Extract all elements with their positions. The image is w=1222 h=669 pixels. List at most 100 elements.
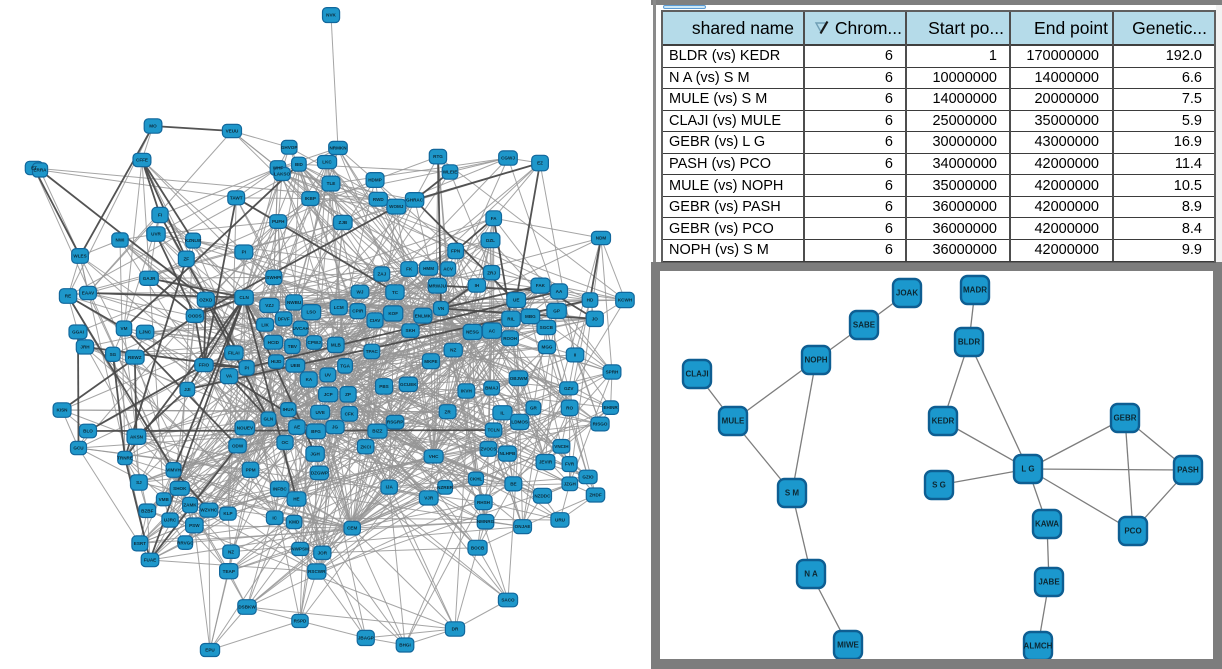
svg-text:ALMCH: ALMCH xyxy=(1024,642,1053,651)
svg-text:JOR: JOR xyxy=(318,550,328,555)
svg-text:II: II xyxy=(574,353,577,358)
svg-text:AKSN: AKSN xyxy=(130,434,144,439)
svg-text:AC: AC xyxy=(489,328,496,333)
svg-text:NZRER: NZRER xyxy=(437,485,454,490)
svg-text:UVE: UVE xyxy=(315,410,324,415)
svg-text:CPWJ: CPWJ xyxy=(308,340,322,345)
svg-text:VIMVH: VIMVH xyxy=(166,468,181,473)
svg-text:BOCB: BOCB xyxy=(471,545,485,550)
svg-text:GAJR: GAJR xyxy=(143,276,156,281)
svg-text:UEB: UEB xyxy=(290,363,300,368)
svg-text:PPM: PPM xyxy=(246,467,256,472)
svg-text:EZ: EZ xyxy=(537,161,543,166)
svg-text:TCLN: TCLN xyxy=(487,428,500,433)
svg-text:MKPE: MKPE xyxy=(424,359,437,364)
svg-text:ACV: ACV xyxy=(443,267,454,272)
svg-text:GGAI: GGAI xyxy=(72,330,84,335)
svg-text:NWPSM: NWPSM xyxy=(291,547,309,552)
svg-text:CPIR: CPIR xyxy=(352,309,364,314)
svg-text:FPN: FPN xyxy=(451,249,461,254)
svg-text:WLEIE: WLEIE xyxy=(443,170,458,175)
svg-text:ZHDF: ZHDF xyxy=(589,493,601,498)
svg-text:N A: N A xyxy=(804,570,818,579)
svg-text:TEAP: TEAP xyxy=(223,569,235,574)
svg-text:CIAV: CIAV xyxy=(370,318,382,323)
svg-text:IJA: IJA xyxy=(386,485,394,490)
svg-text:NWBU: NWBU xyxy=(287,300,302,305)
svg-text:BIZZ: BIZZ xyxy=(372,429,382,434)
svg-text:FAK: FAK xyxy=(536,283,546,288)
svg-text:NDM: NDM xyxy=(596,236,607,241)
svg-text:S M: S M xyxy=(785,489,800,498)
svg-text:IL: IL xyxy=(500,410,504,415)
svg-text:BID: BID xyxy=(295,162,304,167)
svg-text:ZRJ: ZRJ xyxy=(487,270,496,275)
svg-text:ZAMK: ZAMK xyxy=(183,503,197,508)
svg-text:PSW: PSW xyxy=(189,523,200,528)
svg-text:FA: FA xyxy=(491,216,498,221)
svg-text:TC: TC xyxy=(392,290,399,295)
svg-text:REWZ: REWZ xyxy=(128,355,142,360)
svg-text:SKH: SKH xyxy=(406,328,416,333)
svg-text:TBV: TBV xyxy=(288,344,298,349)
svg-text:GCUEK: GCUEK xyxy=(400,382,417,387)
svg-text:OODS: OODS xyxy=(188,313,202,318)
svg-text:HE: HE xyxy=(293,497,299,502)
svg-text:JG: JG xyxy=(332,425,339,430)
svg-text:TGA: TGA xyxy=(340,363,350,368)
svg-text:CEM: CEM xyxy=(347,526,357,531)
svg-text:UE: UE xyxy=(513,298,519,303)
svg-text:ZR: ZR xyxy=(445,409,452,414)
svg-text:FFIO: FFIO xyxy=(199,363,210,368)
svg-text:SACO: SACO xyxy=(501,598,515,603)
svg-text:UVCAH: UVCAH xyxy=(293,326,310,331)
svg-text:TAWT: TAWT xyxy=(230,195,243,200)
svg-text:NVK: NVK xyxy=(326,13,336,18)
svg-text:LCM: LCM xyxy=(334,305,344,310)
svg-text:WLES: WLES xyxy=(73,254,86,259)
svg-text:VMB: VMB xyxy=(159,497,170,502)
svg-text:RISGO: RISGO xyxy=(593,422,608,427)
svg-text:LKC: LKC xyxy=(322,160,332,165)
svg-text:SHOK: SHOK xyxy=(173,486,187,491)
svg-text:BZBF: BZBF xyxy=(141,508,153,513)
svg-text:DR: DR xyxy=(452,627,459,632)
svg-text:TPAC: TPAC xyxy=(366,349,379,354)
svg-text:RRVGC: RRVGC xyxy=(177,540,194,545)
svg-text:RSGRP: RSGRP xyxy=(387,420,403,425)
svg-text:TRNRE: TRNRE xyxy=(117,456,133,461)
svg-text:RTG: RTG xyxy=(433,154,443,159)
svg-text:LJNC: LJNC xyxy=(139,330,152,335)
svg-text:KZNLW: KZNLW xyxy=(185,238,202,243)
svg-text:UVR: UVR xyxy=(151,232,161,237)
svg-text:SGCB: SGCB xyxy=(540,325,554,330)
svg-text:MGG: MGG xyxy=(542,345,553,350)
svg-text:NOPH: NOPH xyxy=(804,356,827,365)
svg-text:GZIO: GZIO xyxy=(582,475,594,480)
svg-text:ZVOCS: ZVOCS xyxy=(480,447,496,452)
svg-text:PBS: PBS xyxy=(379,384,388,389)
svg-text:CGWJ: CGWJ xyxy=(501,156,515,161)
svg-text:WJ: WJ xyxy=(357,289,364,294)
svg-text:NLHPB: NLHPB xyxy=(499,451,516,456)
svg-text:ZP: ZP xyxy=(345,392,351,397)
svg-text:WZVHC: WZVHC xyxy=(200,508,218,513)
svg-text:PI: PI xyxy=(242,250,246,255)
svg-text:FK: FK xyxy=(406,267,413,272)
svg-text:GR: GR xyxy=(530,406,538,411)
svg-text:HDMP: HDMP xyxy=(368,178,382,183)
svg-text:FILAI: FILAI xyxy=(228,351,239,356)
svg-text:AA: AA xyxy=(556,289,563,294)
svg-text:NOUEV: NOUEV xyxy=(237,425,254,430)
svg-text:ERRA: ERRA xyxy=(33,168,47,173)
svg-text:MO: MO xyxy=(149,124,157,129)
svg-text:NZ: NZ xyxy=(228,549,234,554)
svg-text:PUFH: PUFH xyxy=(272,219,285,224)
svg-text:DZGWP: DZGWP xyxy=(311,471,328,476)
svg-text:RHSH: RHSH xyxy=(477,500,491,505)
svg-text:KCWH: KCWH xyxy=(618,298,633,303)
svg-text:LIK: LIK xyxy=(261,322,269,327)
svg-text:MLB: MLB xyxy=(331,343,342,348)
svg-text:VJR: VJR xyxy=(424,496,434,501)
svg-text:KA: KA xyxy=(306,377,313,382)
